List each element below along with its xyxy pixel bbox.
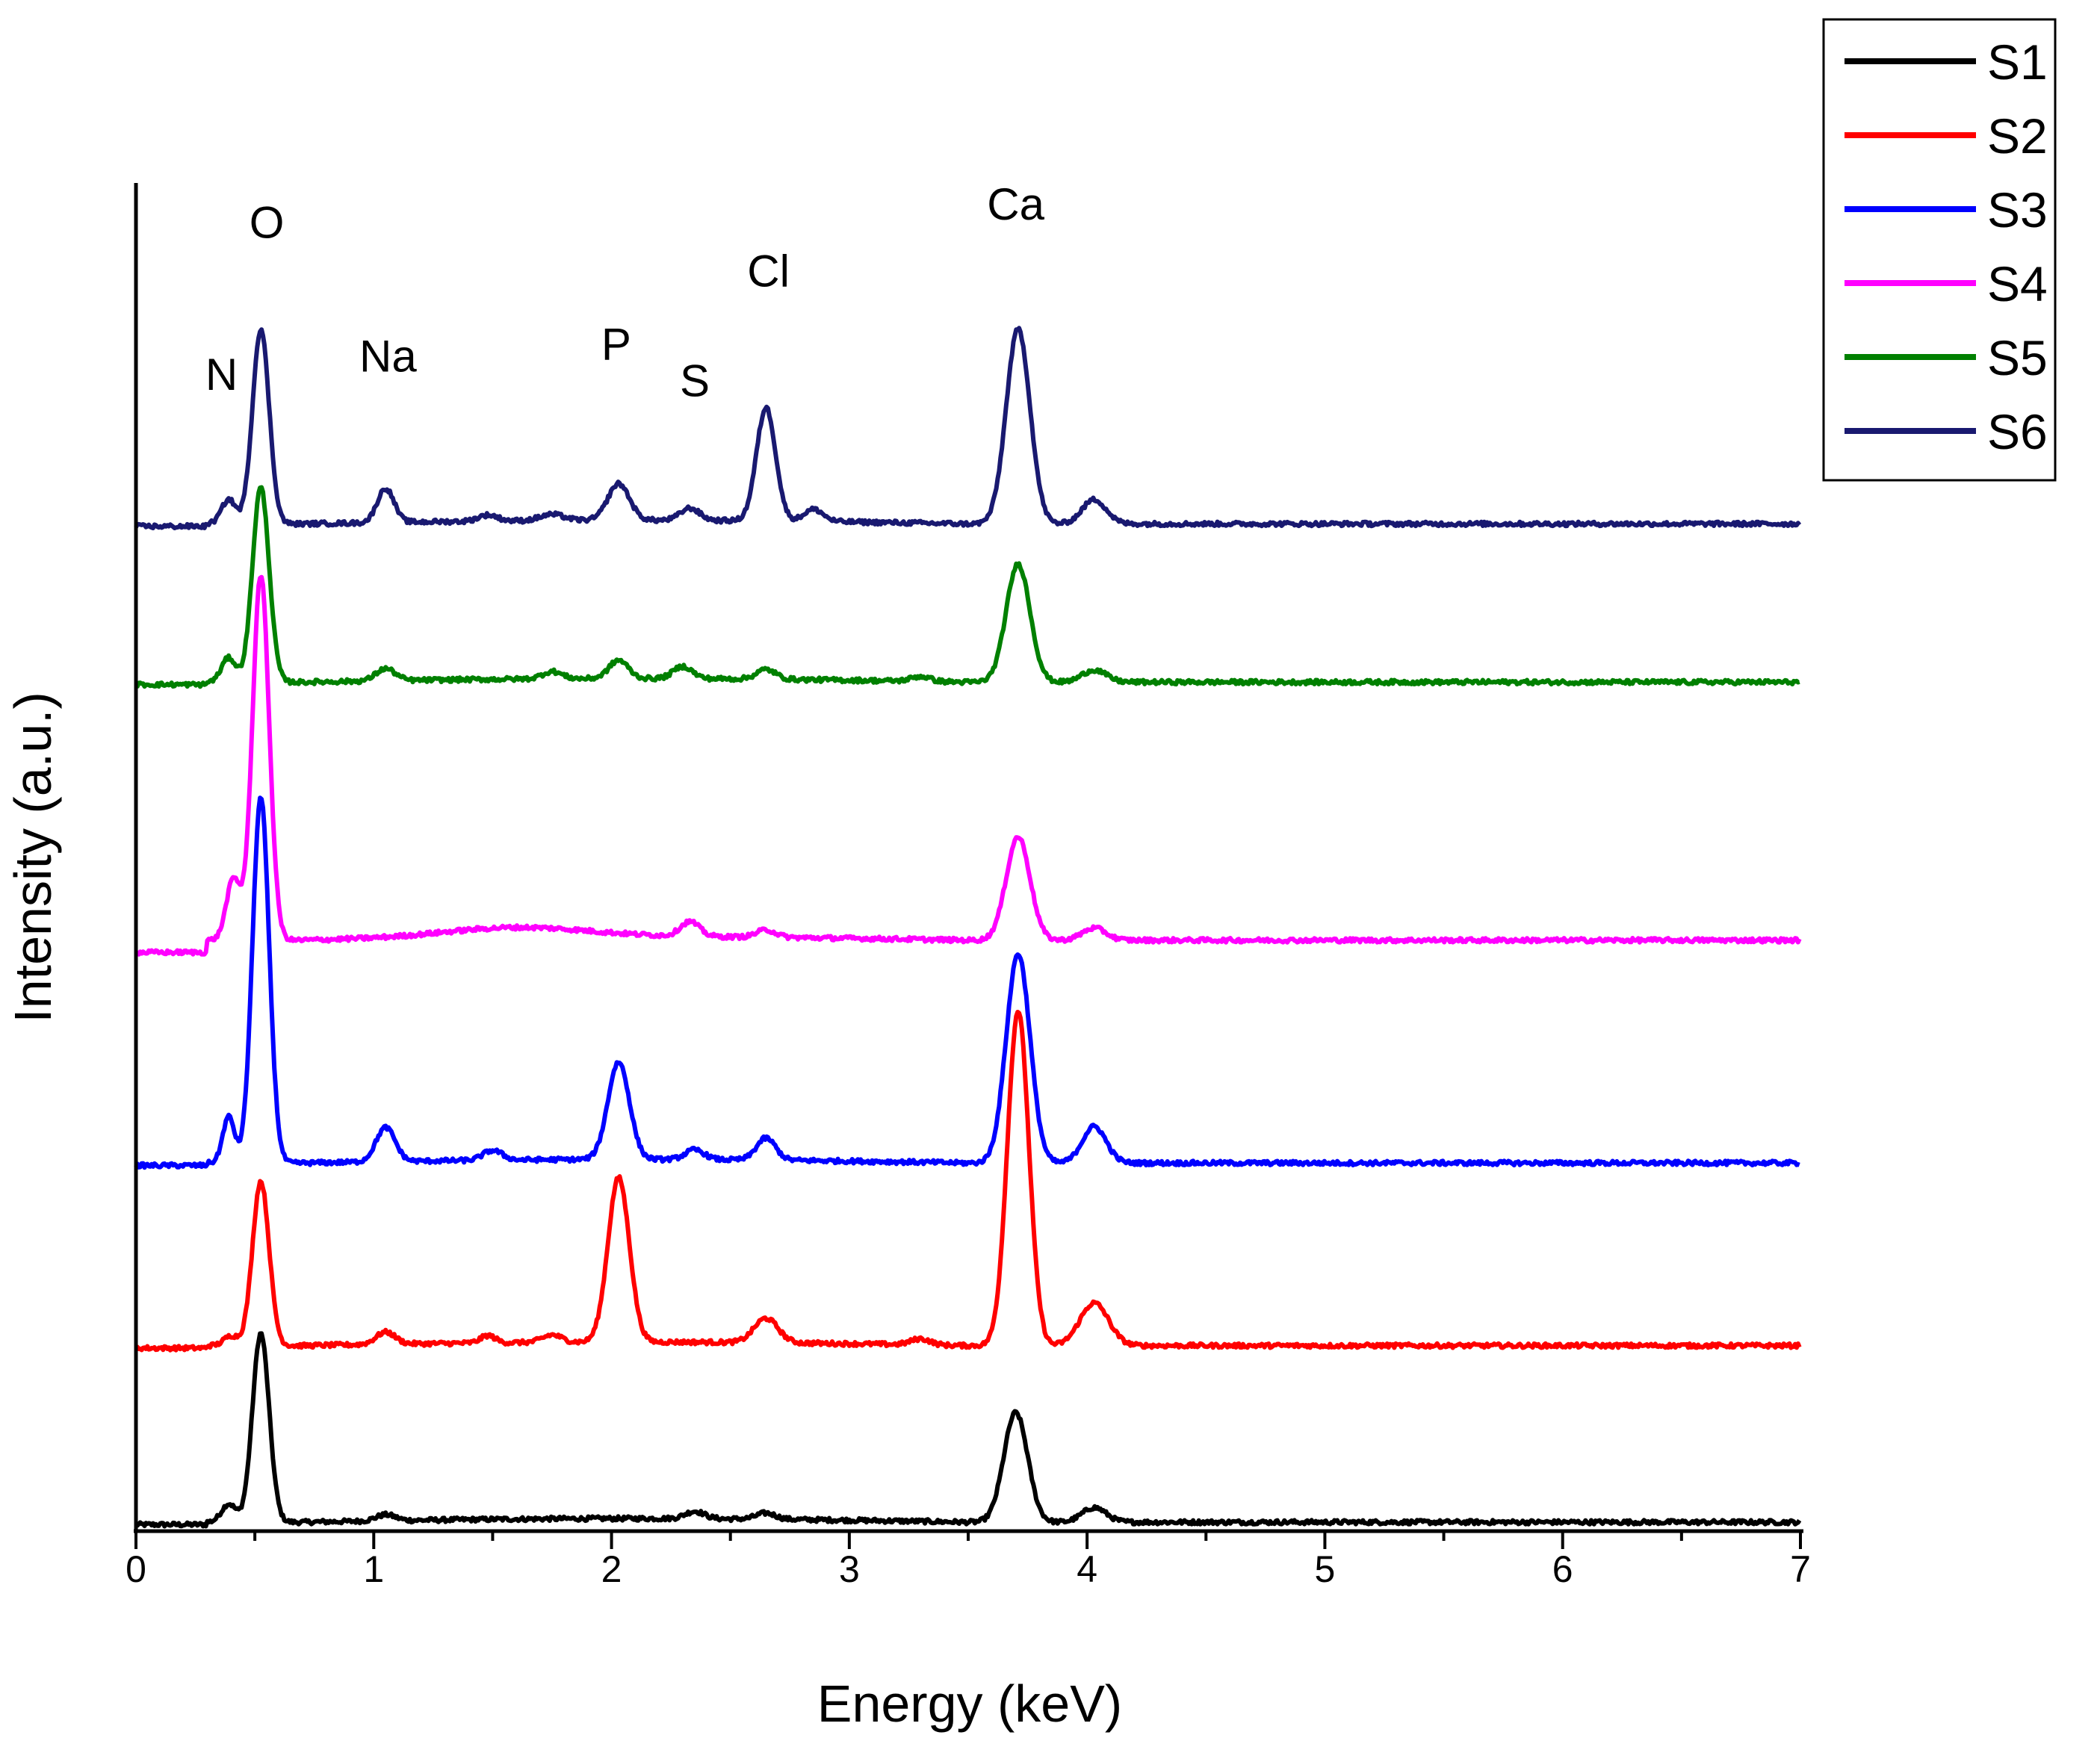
peak-label-o: O <box>250 197 285 247</box>
x-tick-label: 7 <box>1790 1548 1811 1590</box>
series-s3-line <box>134 795 1800 1170</box>
peak-label-na: Na <box>359 332 417 382</box>
x-tick-label: 6 <box>1552 1548 1573 1590</box>
series-s5-line <box>134 485 1800 689</box>
peak-label-cl: Cl <box>747 246 790 297</box>
legend: S1 S2 S3 S4 S5 S6 <box>1822 18 2057 482</box>
peak-annotations: N O Na PS Cl Ca <box>205 179 1045 406</box>
y-axis-title: Intensity (a.u.) <box>4 692 62 1023</box>
legend-label-s1: S1 <box>1987 34 2048 90</box>
x-tick-label: 2 <box>601 1548 622 1590</box>
x-tick-label: 0 <box>126 1548 146 1590</box>
series-s1-line <box>134 1331 1802 1529</box>
legend-label-s2: S2 <box>1987 108 2048 164</box>
legend-label-s4: S4 <box>1987 256 2048 311</box>
peak-label-p: P <box>601 319 631 369</box>
series-s2-line <box>134 1010 1802 1353</box>
legend-box <box>1822 18 2057 482</box>
legend-label-s5: S5 <box>1987 330 2048 385</box>
peak-label-n: N <box>205 350 238 400</box>
x-tick-label: 1 <box>363 1548 384 1590</box>
peak-label-s: S <box>680 356 710 406</box>
x-tick-label: 5 <box>1315 1548 1336 1590</box>
peak-label-ca: Ca <box>987 179 1044 229</box>
x-tick-label: 3 <box>839 1548 860 1590</box>
series-s6-line <box>134 326 1802 530</box>
series-layer <box>134 326 1802 1529</box>
legend-label-s3: S3 <box>1987 182 2048 238</box>
x-ticks: 0 1 2 3 4 5 6 7 <box>126 1531 1811 1590</box>
x-axis-title: Energy (keV) <box>817 1675 1122 1733</box>
x-tick-label: 4 <box>1077 1548 1097 1590</box>
legend-label-s6: S6 <box>1987 404 2048 459</box>
series-s4-line <box>134 574 1802 957</box>
